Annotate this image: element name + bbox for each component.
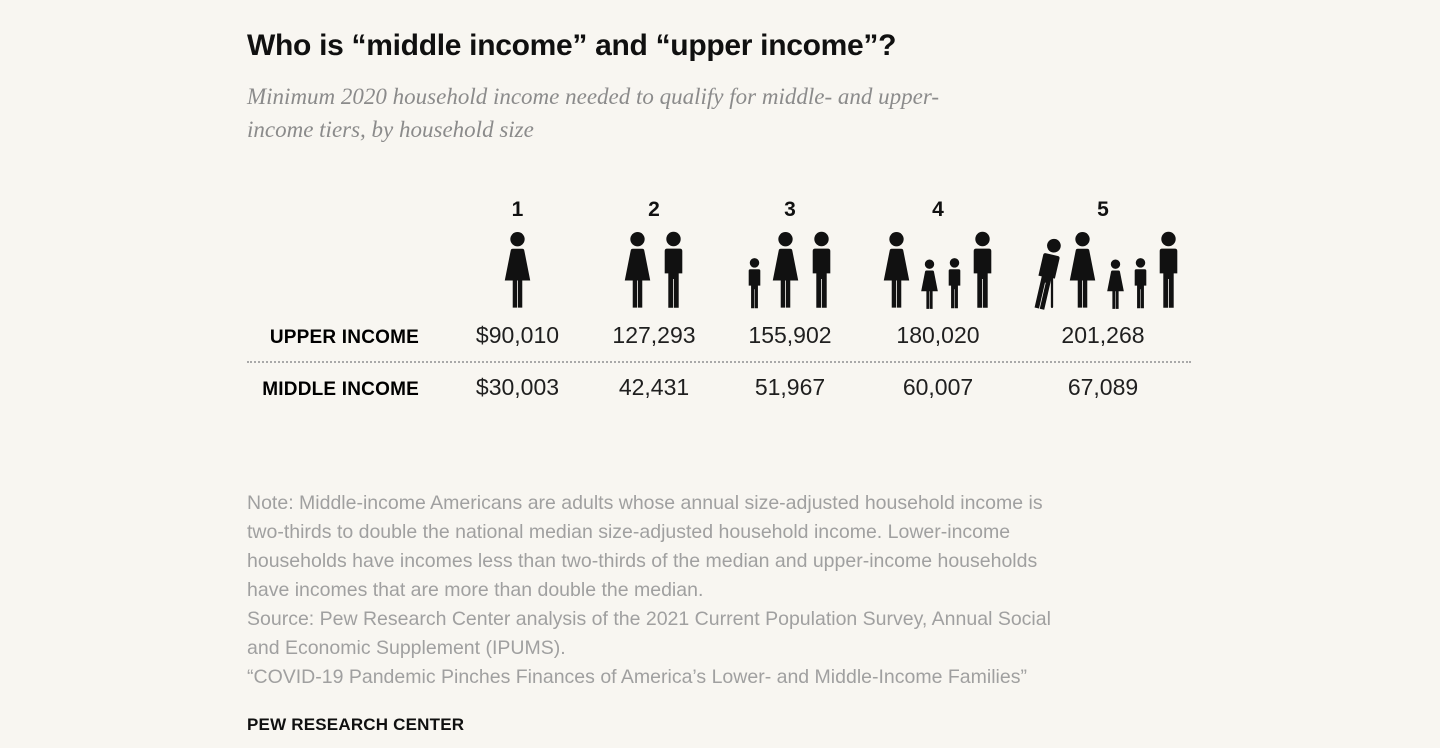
page-title: Who is “middle income” and “upper income… (247, 29, 897, 62)
household-3-pictogram (720, 231, 860, 311)
man-icon (807, 231, 836, 311)
boy-icon (745, 257, 764, 311)
woman-icon (879, 231, 914, 311)
woman-icon (500, 231, 535, 311)
infographic: Who is “middle income” and “upper income… (247, 0, 1191, 735)
note-line: two-thirds to double the national median… (247, 521, 1011, 543)
income-tier-table: 1 2 3 4 5 (247, 196, 1191, 413)
middle-income-label: MIDDLE INCOME (262, 379, 419, 400)
upper-income-value-1: $90,010 (475, 322, 560, 348)
boy-icon (1131, 257, 1150, 311)
source-line: Source: Pew Research Center analysis of … (247, 608, 1051, 630)
middle-income-value-4: 60,007 (902, 374, 974, 400)
household-1-pictogram (447, 231, 588, 311)
note-line: households have incomes less than two-th… (247, 550, 1038, 572)
household-size-4-label: 4 (932, 198, 944, 221)
chart-subtitle-line-1: Minimum 2020 household income needed to … (247, 84, 939, 109)
household-size-2-label: 2 (648, 198, 660, 221)
upper-income-label: UPPER INCOME (269, 327, 419, 348)
dotted-divider (247, 361, 1191, 363)
man-icon (659, 231, 688, 311)
man-icon (1154, 231, 1183, 311)
upper-income-row: UPPER INCOME $90,010 127,293 155,902 180… (247, 311, 1191, 361)
source-line: and Economic Supplement (IPUMS). (247, 637, 566, 659)
upper-income-value-4: 180,020 (896, 322, 980, 348)
household-4-pictogram (860, 231, 1016, 311)
woman-icon (620, 231, 655, 311)
note-line: Note: Middle-income Americans are adults… (247, 492, 1043, 514)
household-5-pictogram (1016, 231, 1190, 311)
woman-icon (768, 231, 803, 311)
household-size-1-label: 1 (511, 198, 524, 221)
upper-income-value-5: 201,268 (1061, 322, 1145, 348)
spacer-cell (247, 231, 447, 311)
chart-subtitle-line-2: income tiers, by household size (247, 117, 534, 142)
upper-income-value-3: 155,902 (748, 322, 832, 348)
household-2-pictogram (588, 231, 720, 311)
upper-income-value-2: 127,293 (612, 322, 696, 348)
girl-icon (1104, 259, 1127, 311)
girl-icon (918, 259, 941, 311)
household-size-5-label: 5 (1097, 198, 1109, 221)
middle-income-value-2: 42,431 (618, 374, 690, 400)
pew-research-center-wordmark: PEW RESEARCH CENTER (247, 715, 465, 734)
elderly-person-icon (1024, 235, 1061, 311)
middle-income-row: MIDDLE INCOME $30,003 42,431 51,967 60,0… (247, 363, 1191, 413)
middle-income-value-5: 67,089 (1067, 374, 1139, 400)
man-icon (968, 231, 997, 311)
household-pictogram-row (247, 231, 1191, 311)
middle-income-value-1: $30,003 (475, 374, 560, 400)
chart-subtitle: Minimum 2020 household income needed to … (247, 80, 1191, 146)
household-size-header-row: 1 2 3 4 5 (247, 196, 1191, 222)
boy-icon (945, 257, 964, 311)
household-size-3-label: 3 (784, 198, 796, 221)
middle-income-value-3: 51,967 (754, 374, 826, 400)
woman-icon (1065, 231, 1100, 311)
footnotes: Note: Middle-income Americans are adults… (247, 489, 1191, 692)
note-line: have incomes that are more than double t… (247, 579, 704, 601)
report-title-line: “COVID-19 Pandemic Pinches Finances of A… (247, 666, 1027, 688)
